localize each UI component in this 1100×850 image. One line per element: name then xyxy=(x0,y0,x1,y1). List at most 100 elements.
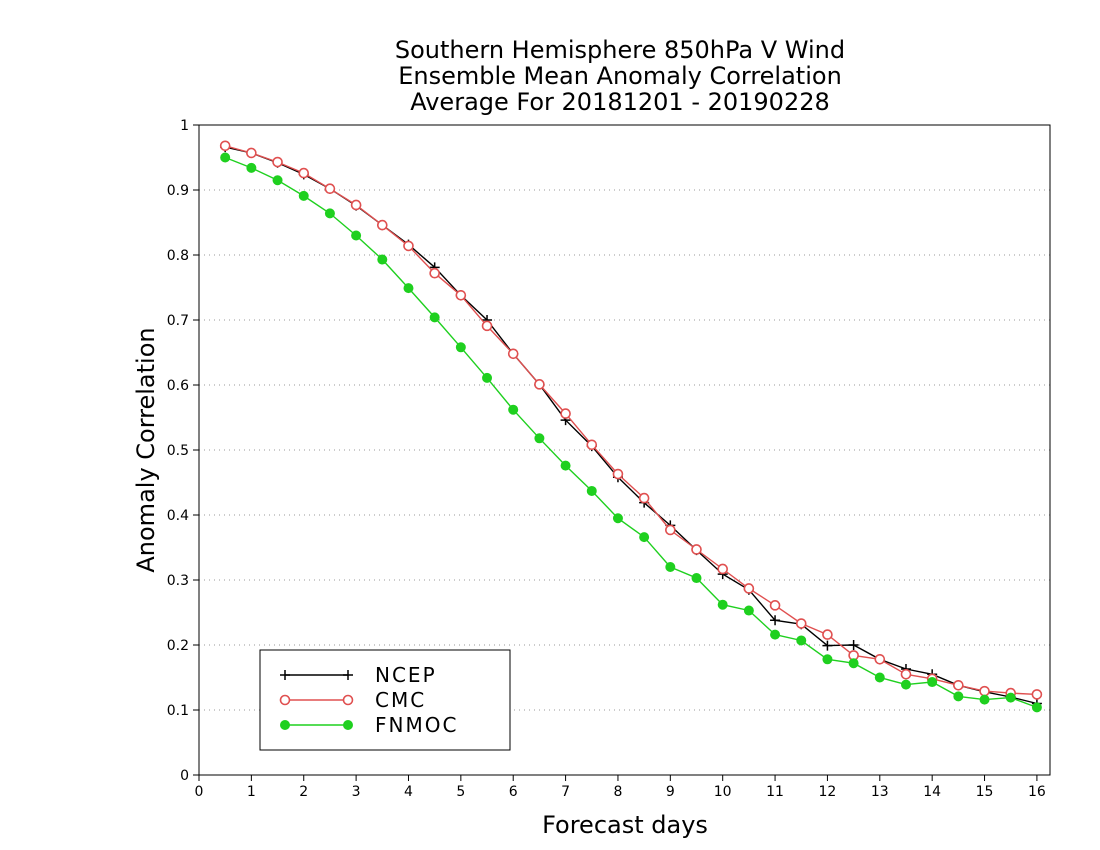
x-tick-label: 2 xyxy=(299,784,308,800)
data-point-cmc xyxy=(795,618,807,629)
data-point-fnmoc xyxy=(900,679,911,690)
data-point-fnmoc xyxy=(612,513,623,524)
data-point-cmc xyxy=(953,679,964,691)
data-point-fnmoc xyxy=(508,404,519,415)
chart-title-line-2: Ensemble Mean Anomaly Correlation xyxy=(398,62,842,90)
x-tick-label: 10 xyxy=(714,784,732,800)
y-tick-label: 0.5 xyxy=(167,443,189,459)
data-point-cmc xyxy=(219,140,231,152)
data-point-fnmoc xyxy=(429,312,440,323)
data-point-cmc xyxy=(324,183,336,194)
x-tick-label: 14 xyxy=(923,784,941,800)
y-tick-label: 0.3 xyxy=(167,573,189,589)
data-point-fnmoc xyxy=(455,342,466,353)
data-point-cmc xyxy=(717,563,728,575)
data-point-cmc xyxy=(900,668,912,680)
x-tick-label: 1 xyxy=(247,784,256,800)
data-point-ncep xyxy=(848,640,859,650)
x-tick-label: 7 xyxy=(561,784,570,800)
data-point-cmc xyxy=(534,379,545,390)
x-tick-label: 12 xyxy=(819,784,837,800)
x-tick-label: 5 xyxy=(456,784,465,800)
grid xyxy=(199,189,1050,711)
data-point-ncep xyxy=(770,615,781,626)
legend-label-fnmoc: FNMOC xyxy=(375,713,458,737)
y-tick-label: 0 xyxy=(180,768,189,784)
legend-label-ncep: NCEP xyxy=(375,663,437,687)
data-point-cmc xyxy=(665,524,676,536)
data-point-fnmoc xyxy=(979,694,990,705)
y-tick-label: 0.9 xyxy=(167,183,189,199)
y-tick-label: 0.7 xyxy=(167,313,189,329)
data-point-cmc xyxy=(874,653,886,665)
data-point-fnmoc xyxy=(927,677,938,688)
series-line-ncep xyxy=(225,146,1038,705)
data-point-cmc xyxy=(429,267,440,279)
x-tick-label: 15 xyxy=(976,784,994,800)
data-point-cmc xyxy=(455,289,467,301)
data-point-fnmoc xyxy=(298,190,309,201)
chart-title-line-1: Southern Hemisphere 850hPa V Wind xyxy=(394,36,846,64)
y-tick-label: 0.2 xyxy=(167,638,189,654)
data-point-cmc xyxy=(298,167,310,179)
legend-marker-cmc xyxy=(342,694,354,706)
data-point-cmc xyxy=(612,468,624,480)
y-axis-label: Anomaly Correlation xyxy=(132,327,160,572)
data-point-fnmoc xyxy=(1005,692,1016,703)
y-tick-label: 0.6 xyxy=(167,378,189,394)
chart-title-line-3: Average For 20181201 - 20190228 xyxy=(410,88,830,116)
data-point-fnmoc xyxy=(770,629,781,640)
data-point-fnmoc xyxy=(822,654,833,665)
y-tick-label: 1 xyxy=(180,118,189,134)
series-group xyxy=(219,140,1043,713)
data-point-cmc xyxy=(507,348,519,360)
data-point-ncep xyxy=(822,640,833,651)
data-point-fnmoc xyxy=(796,635,807,646)
legend-marker-cmc xyxy=(279,694,291,706)
legend-marker-ncep xyxy=(343,670,353,680)
data-point-fnmoc xyxy=(272,175,283,186)
data-point-fnmoc xyxy=(665,562,676,572)
data-point-fnmoc xyxy=(246,162,257,173)
data-point-fnmoc xyxy=(560,460,571,471)
data-point-fnmoc xyxy=(534,433,545,444)
legend-item-fnmoc: FNMOC xyxy=(280,713,458,737)
data-point-cmc xyxy=(560,408,571,419)
y-tick-label: 0.8 xyxy=(167,248,189,264)
data-point-cmc xyxy=(246,147,257,159)
data-point-fnmoc xyxy=(220,152,231,163)
data-point-cmc xyxy=(376,219,388,231)
data-point-fnmoc xyxy=(691,573,702,584)
data-point-cmc xyxy=(350,199,362,211)
data-point-cmc xyxy=(481,320,493,332)
x-tick-label: 3 xyxy=(352,784,361,800)
data-point-cmc xyxy=(638,492,650,504)
x-tick-label: 8 xyxy=(613,784,622,800)
x-tick-label: 16 xyxy=(1028,784,1046,800)
x-tick-label: 6 xyxy=(509,784,518,800)
legend-marker-fnmoc xyxy=(280,720,290,730)
data-point-fnmoc xyxy=(351,230,362,241)
data-point-fnmoc xyxy=(639,532,650,543)
data-point-fnmoc xyxy=(403,283,414,294)
legend-item-cmc: CMC xyxy=(279,688,424,712)
y-tick-label: 0.4 xyxy=(167,508,189,524)
x-axis-label: Forecast days xyxy=(542,811,708,839)
x-tick-label: 4 xyxy=(404,784,413,800)
data-point-fnmoc xyxy=(717,599,728,610)
legend-marker-ncep xyxy=(280,670,290,680)
x-tick-label: 9 xyxy=(666,784,675,800)
y-tick-label: 0.1 xyxy=(167,703,189,719)
series-line-fnmoc xyxy=(224,156,1038,709)
x-tick-label: 11 xyxy=(766,784,784,800)
data-point-cmc xyxy=(586,439,598,451)
data-point-fnmoc xyxy=(743,605,754,616)
data-point-fnmoc xyxy=(324,208,335,219)
series-fnmoc xyxy=(220,152,1042,713)
legend-marker-fnmoc xyxy=(343,720,353,730)
data-point-cmc xyxy=(769,600,781,611)
data-point-fnmoc xyxy=(953,691,964,702)
